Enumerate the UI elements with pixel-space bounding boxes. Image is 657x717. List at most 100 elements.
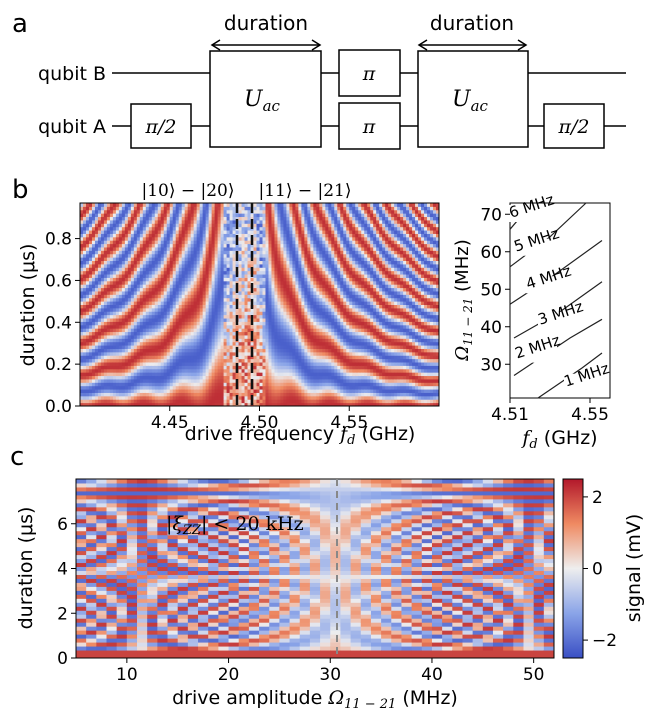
heatmap-b-cell [160, 294, 165, 299]
heatmap-b-cell [121, 389, 126, 393]
heatmap-b-cell [172, 389, 177, 393]
heatmap-b-cell [217, 203, 222, 207]
heatmap-b-cell [280, 240, 284, 245]
heatmap-b-cell [319, 362, 323, 366]
heatmap-b-cell [175, 338, 180, 343]
heatmap-b-cell [193, 355, 198, 360]
heatmap-b-cell [166, 402, 171, 406]
heatmap-b-cell [283, 219, 287, 224]
heatmap-b-cell [235, 324, 240, 329]
heatmap-b-cell [121, 307, 126, 312]
heatmap-b-cell [175, 290, 180, 295]
heatmap-b-cell [121, 206, 126, 211]
heatmap-b-cell [247, 324, 252, 329]
heatmap-b-cell [106, 399, 111, 404]
heatmap-b-cell [181, 362, 186, 366]
heatmap-b-cell [148, 392, 153, 397]
heatmap-b-cell [169, 297, 174, 302]
heatmap-b-cell [145, 345, 150, 349]
heatmap-b-cell [157, 372, 162, 377]
heatmap-b-cell [163, 392, 168, 397]
heatmap-b-cell [274, 341, 278, 346]
heatmap-b-cell [310, 321, 314, 326]
heatmap-b-cell [109, 375, 114, 380]
heatmap-b-cell [88, 311, 93, 316]
heatmap-b-cell [112, 392, 117, 397]
heatmap-b-cell [196, 230, 201, 234]
heatmap-b-cell [184, 321, 189, 326]
heatmap-b-cell [181, 250, 186, 255]
heatmap-b-cell [262, 328, 266, 333]
heatmap-b-cell [88, 358, 93, 363]
heatmap-b-cell [157, 328, 162, 333]
heatmap-b-cell [80, 284, 84, 289]
heatmap-b-cell [94, 280, 99, 285]
heatmap-b-cell [133, 372, 138, 377]
heatmap-b-cell [217, 257, 222, 262]
heatmap-b-cell [322, 206, 326, 211]
heatmap-b-cell [283, 365, 287, 370]
heatmap-b-cell [184, 355, 189, 360]
heatmap-b-cell [133, 382, 138, 387]
heatmap-b-cell [295, 318, 299, 322]
heatmap-b-cell [181, 338, 186, 343]
heatmap-b-cell [133, 263, 138, 268]
heatmap-b-cell [214, 345, 219, 349]
heatmap-b-cell [187, 230, 192, 234]
heatmap-b-cell [160, 284, 165, 289]
heatmap-b-cell [148, 206, 153, 211]
heatmap-b-cell [121, 267, 126, 272]
heatmap-b-cell [142, 226, 147, 231]
heatmap-b-cell [163, 236, 168, 241]
heatmap-b-cell [304, 203, 308, 207]
heatmap-b-cell [304, 368, 308, 373]
heatmap-b-cell [151, 328, 156, 333]
heatmap-b-cell [148, 382, 153, 387]
heatmap-b-cell [289, 243, 293, 248]
heatmap-b-cell [187, 277, 192, 282]
heatmap-b-cell [241, 395, 246, 400]
heatmap-b-cell [148, 209, 153, 214]
heatmap-b-cell [80, 280, 84, 285]
heatmap-b-cell [325, 230, 329, 234]
heatmap-b-cell [217, 206, 222, 211]
heatmap-b-cell [112, 246, 117, 251]
heatmap-b-cell [154, 324, 159, 329]
heatmap-b-cell [202, 203, 207, 207]
heatmap-b-cell [211, 260, 216, 265]
heatmap-b-cell [100, 375, 105, 380]
heatmap-b-cell [292, 334, 296, 339]
heatmap-b-cell [100, 294, 105, 299]
heatmap-b-cell [142, 301, 147, 305]
heatmap-b-cell [286, 328, 290, 333]
heatmap-b-cell [202, 402, 207, 406]
heatmap-b-cell [310, 372, 314, 377]
heatmap-b-cell [277, 267, 281, 272]
heatmap-b-cell [148, 345, 153, 349]
heatmap-b-cell [124, 209, 129, 214]
heatmap-b-cell [229, 321, 234, 326]
heatmap-b-cell [97, 341, 102, 346]
heatmap-b-cell [262, 270, 266, 275]
heatmap-b-cell [319, 375, 323, 380]
heatmap-b-cell [100, 314, 105, 319]
heatmap-b-cell [106, 345, 111, 349]
heatmap-b-cell [178, 385, 183, 390]
heatmap-b-cell [307, 209, 311, 214]
heatmap-b-cell [91, 392, 96, 397]
heatmap-b-cell [277, 280, 281, 285]
heatmap-b-cell [136, 301, 141, 305]
gate-pi-half-2: π/2 [543, 103, 605, 149]
heatmap-b-cell [121, 250, 126, 255]
heatmap-b-cell [238, 213, 243, 218]
heatmap-b-cell [94, 348, 99, 353]
heatmap-b-cell [88, 385, 93, 390]
heatmap-b-cell [127, 331, 132, 336]
duration-label-left: duration [224, 11, 308, 35]
heatmap-b-cell [259, 294, 263, 299]
heatmap-b-cell [286, 402, 290, 406]
heatmap-b-cell [166, 358, 171, 363]
heatmap-b-cell [316, 345, 320, 349]
heatmap-b-cell [271, 206, 275, 211]
heatmap-b-cell [262, 240, 266, 245]
